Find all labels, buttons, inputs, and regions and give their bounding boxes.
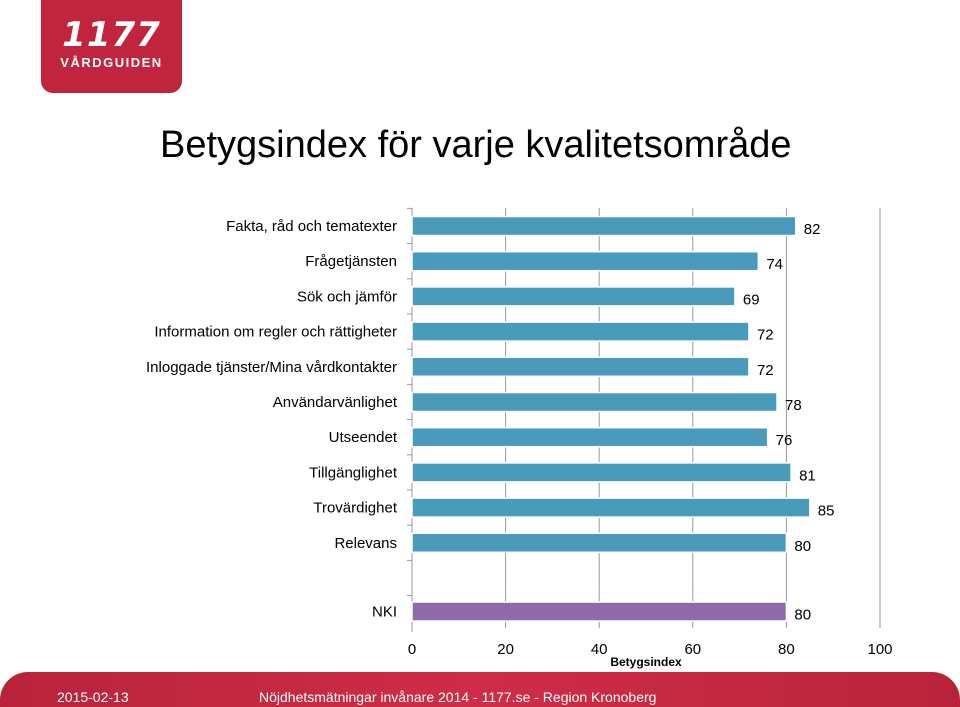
footer-bar: 2015-02-13 Nöjdhetsmätningar invånare 20…: [0, 672, 960, 707]
x-tick-label: 80: [778, 641, 795, 658]
category-bar: [411, 356, 750, 378]
x-tick-label: 20: [497, 641, 514, 658]
category-bar: [411, 286, 736, 307]
footer-date: 2015-02-13: [57, 689, 129, 705]
category-category-label: Utseendet: [329, 429, 398, 446]
x-tick-label: 0: [408, 641, 416, 658]
x-tick-label: 60: [684, 641, 701, 658]
category-bar: [411, 391, 778, 413]
category-value-label: 69: [743, 291, 760, 308]
category-bar: [411, 426, 769, 448]
x-tick-label: 40: [591, 641, 608, 658]
summary-bar: [411, 601, 788, 622]
category-bar: [411, 532, 788, 554]
category-category-label: Inloggade tjänster/Mina vårdkontakter: [146, 359, 397, 376]
summary-category-label: NKI: [372, 604, 397, 621]
category-value-label: 80: [794, 538, 811, 555]
x-tick-label: 100: [867, 641, 892, 658]
category-bar: [411, 321, 750, 342]
footer-text: Nöjdhetsmätningar invånare 2014 - 1177.s…: [259, 689, 657, 705]
logo-1177-vardguiden: 1177 VÅRDGUIDEN: [41, 0, 182, 93]
category-category-label: Tillgänglighet: [309, 464, 398, 481]
logo-number: 1177: [62, 15, 161, 55]
summary-value-label: 80: [794, 607, 811, 624]
category-bar: [411, 497, 811, 518]
category-value-label: 85: [818, 503, 835, 520]
category-value-label: 74: [766, 256, 783, 273]
category-category-label: Trovärdighet: [313, 500, 397, 517]
category-bar: [411, 250, 760, 272]
category-category-label: Sök och jämför: [297, 288, 397, 305]
category-bar: [411, 462, 792, 483]
category-value-label: 82: [804, 221, 821, 238]
category-category-label: Användarvänlighet: [273, 394, 398, 411]
category-value-label: 78: [785, 397, 802, 414]
x-axis-label: Betygsindex: [610, 655, 682, 669]
category-category-label: Fakta, råd och tematexter: [226, 218, 397, 235]
category-category-label: Information om regler och rättigheter: [154, 324, 397, 341]
logo-name: VÅRDGUIDEN: [60, 55, 163, 70]
category-value-label: 76: [776, 432, 793, 449]
category-value-label: 72: [757, 362, 774, 379]
category-category-label: Frågetjänsten: [305, 253, 397, 270]
category-bar: [411, 215, 797, 237]
category-value-label: 72: [757, 327, 774, 344]
category-category-label: Relevans: [334, 535, 397, 552]
category-value-label: 81: [799, 467, 816, 484]
page-title: Betygsindex för varje kvalitetsområde: [160, 124, 792, 166]
